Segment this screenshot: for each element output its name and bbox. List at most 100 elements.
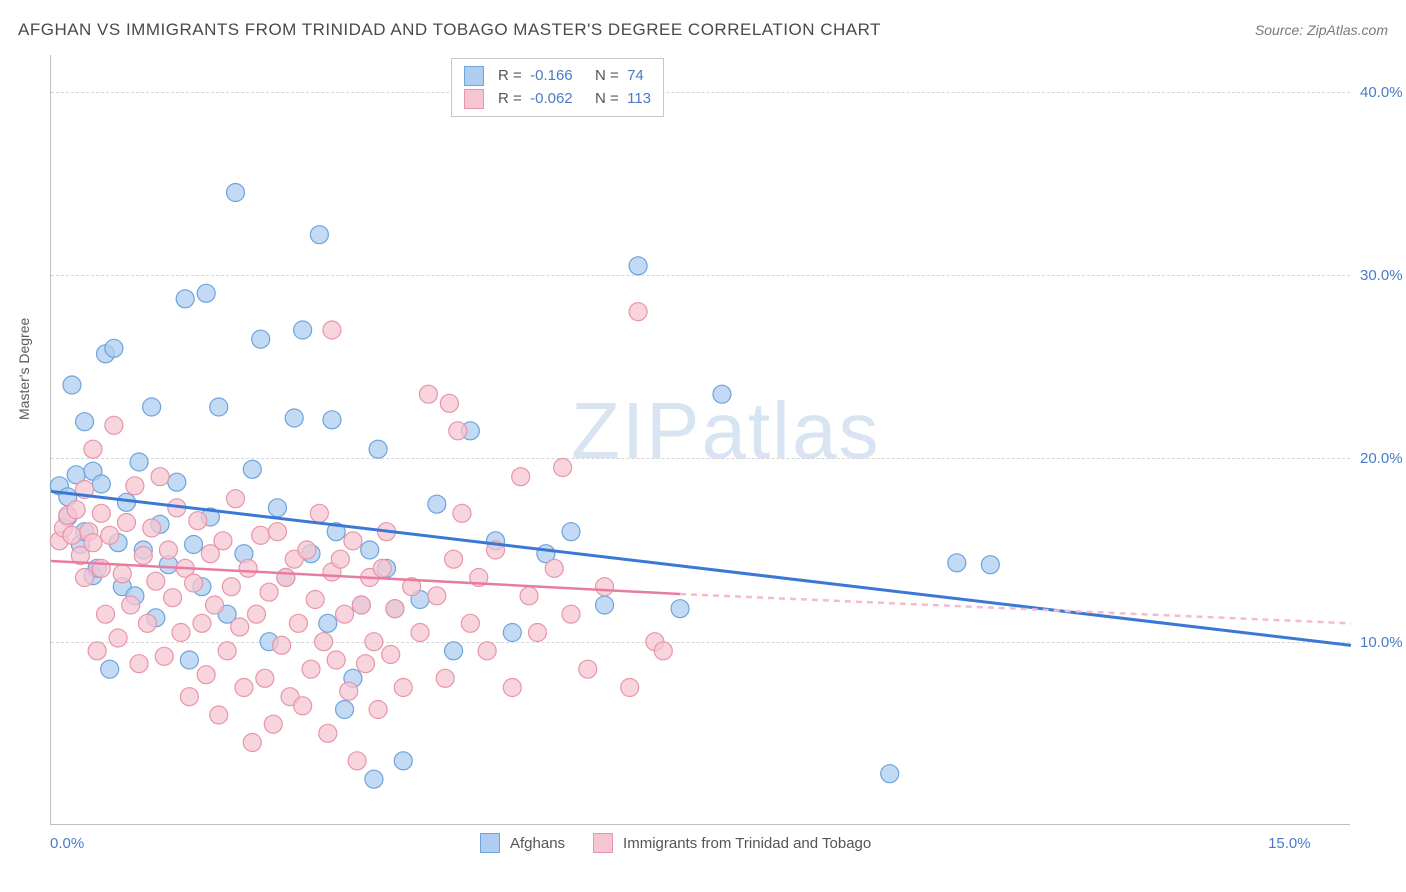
data-point — [545, 559, 563, 577]
data-point — [227, 184, 245, 202]
data-point — [143, 519, 161, 537]
data-point — [361, 541, 379, 559]
data-point — [386, 600, 404, 618]
data-point — [130, 655, 148, 673]
data-point — [981, 556, 999, 574]
data-point — [214, 532, 232, 550]
data-point — [92, 504, 110, 522]
data-point — [268, 499, 286, 517]
y-tick-label: 40.0% — [1360, 84, 1403, 101]
data-point — [97, 605, 115, 623]
legend-label: Afghans — [510, 835, 565, 852]
data-point — [596, 596, 614, 614]
data-point — [365, 770, 383, 788]
data-point — [113, 565, 131, 583]
data-point — [210, 706, 228, 724]
legend-series: AfghansImmigrants from Trinidad and Toba… — [480, 833, 889, 853]
data-point — [109, 629, 127, 647]
data-point — [369, 701, 387, 719]
scatter-svg — [51, 55, 1350, 824]
chart-title: AFGHAN VS IMMIGRANTS FROM TRINIDAD AND T… — [18, 20, 881, 40]
data-point — [881, 765, 899, 783]
legend-correlation: R = -0.166 N = 74R = -0.062 N = 113 — [451, 58, 664, 117]
data-point — [63, 526, 81, 544]
data-point — [243, 460, 261, 478]
data-point — [84, 534, 102, 552]
data-point — [654, 642, 672, 660]
data-point — [164, 589, 182, 607]
data-point — [294, 321, 312, 339]
data-point — [629, 303, 647, 321]
data-point — [235, 679, 253, 697]
data-point — [621, 679, 639, 697]
data-point — [264, 715, 282, 733]
data-point — [289, 614, 307, 632]
data-point — [449, 422, 467, 440]
data-point — [344, 532, 362, 550]
data-point — [155, 647, 173, 665]
data-point — [503, 624, 521, 642]
data-point — [247, 605, 265, 623]
data-point — [151, 468, 169, 486]
data-point — [428, 587, 446, 605]
y-tick-label: 20.0% — [1360, 450, 1403, 467]
data-point — [323, 321, 341, 339]
data-point — [130, 453, 148, 471]
data-point — [373, 559, 391, 577]
data-point — [562, 523, 580, 541]
data-point — [231, 618, 249, 636]
data-point — [138, 614, 156, 632]
data-point — [428, 495, 446, 513]
data-point — [239, 559, 257, 577]
data-point — [671, 600, 689, 618]
trend-line-dashed — [680, 594, 1351, 623]
data-point — [105, 416, 123, 434]
data-point — [310, 504, 328, 522]
data-point — [294, 697, 312, 715]
data-point — [185, 536, 203, 554]
data-point — [260, 583, 278, 601]
data-point — [394, 679, 412, 697]
data-point — [101, 526, 119, 544]
data-point — [222, 578, 240, 596]
data-point — [562, 605, 580, 623]
data-point — [168, 473, 186, 491]
data-point — [227, 490, 245, 508]
data-point — [315, 633, 333, 651]
data-point — [185, 574, 203, 592]
y-axis-label: Master's Degree — [16, 318, 32, 420]
data-point — [365, 633, 383, 651]
data-point — [419, 385, 437, 403]
data-point — [461, 614, 479, 632]
data-point — [336, 701, 354, 719]
data-point — [126, 477, 144, 495]
data-point — [528, 624, 546, 642]
data-point — [143, 398, 161, 416]
data-point — [436, 669, 454, 687]
data-point — [369, 440, 387, 458]
data-point — [512, 468, 530, 486]
data-point — [189, 512, 207, 530]
x-tick-label: 0.0% — [50, 835, 84, 852]
data-point — [268, 523, 286, 541]
data-point — [122, 596, 140, 614]
data-point — [252, 526, 270, 544]
data-point — [256, 669, 274, 687]
data-point — [948, 554, 966, 572]
data-point — [134, 547, 152, 565]
data-point — [445, 550, 463, 568]
data-point — [336, 605, 354, 623]
data-point — [101, 660, 119, 678]
data-point — [382, 646, 400, 664]
data-point — [88, 642, 106, 660]
data-point — [92, 475, 110, 493]
data-point — [327, 651, 345, 669]
data-point — [478, 642, 496, 660]
y-tick-label: 30.0% — [1360, 267, 1403, 284]
data-point — [273, 636, 291, 654]
data-point — [357, 655, 375, 673]
chart-plot-area: ZIPatlas R = -0.166 N = 74R = -0.062 N =… — [50, 55, 1350, 825]
legend-row: R = -0.062 N = 113 — [464, 88, 651, 111]
data-point — [117, 514, 135, 532]
data-point — [197, 666, 215, 684]
